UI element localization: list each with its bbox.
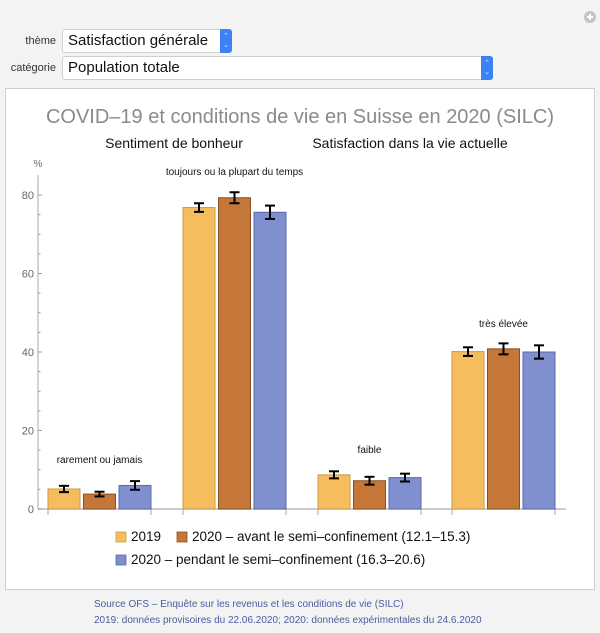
y-tick-label: 40 [22,347,34,359]
category-label: rarement ou jamais [57,455,143,466]
y-tick-label: 80 [22,190,34,202]
category-select[interactable]: Population totale ⌃ ⌄ [62,56,493,80]
bar [182,207,216,510]
bar [388,477,422,510]
stepper-arrows-icon[interactable]: ⌃ ⌄ [481,56,493,80]
bar [218,197,251,510]
y-tick-label: 20 [22,426,34,438]
bar [522,351,556,510]
plus-circle-icon[interactable] [584,11,596,23]
legend-swatch [115,554,127,566]
legend-label: 2020 – pendant le semi–confinement (16.3… [131,552,425,567]
chart-subtitle-left: Sentiment de bonheur [105,135,243,151]
y-axis-label: % [34,159,43,170]
category-select-value: Population totale [68,59,180,76]
bar [317,474,351,510]
bar [487,348,520,510]
category-label: très élevée [479,319,528,330]
chart-panel: COVID–19 et conditions de vie en Suisse … [5,88,595,590]
category-label: catégorie [10,62,56,74]
error-bar [329,470,339,480]
legend-swatch [176,531,188,543]
source-line: Source OFS – Enquête sur les revenus et … [94,599,404,610]
category-label: faible [358,445,382,456]
error-bar [265,204,275,220]
chart-title: COVID–19 et conditions de vie en Suisse … [46,106,554,128]
error-bar [130,480,140,491]
category-control: catégorie Population totale ⌃ ⌄ [0,56,493,80]
legend-label: 2020 – avant le semi–confinement (12.1–1… [192,529,470,544]
y-tick-label: 0 [28,504,34,516]
source-footer: Source OFS – Enquête sur les revenus et … [94,597,482,629]
theme-control: thème Satisfaction générale ⌃ ⌄ [0,29,232,53]
legend-swatch [115,531,127,543]
legend-label: 2019 [131,529,161,544]
error-bar [194,202,204,213]
error-bar [94,490,105,498]
error-bar [498,342,509,356]
data-date-line: 2019: données provisoires du 22.06.2020;… [94,615,482,626]
category-label: toujours ou la plupart du temps [166,167,303,178]
theme-select[interactable]: Satisfaction générale ⌃ ⌄ [62,29,232,53]
bar [451,351,485,510]
error-bar [364,475,375,486]
bar [253,211,287,510]
chart-subtitle-right: Satisfaction dans la vie actuelle [312,135,508,151]
theme-label: thème [25,35,56,47]
error-bar [463,346,473,357]
error-bar [229,191,240,205]
error-bar [59,484,69,494]
y-tick-label: 60 [22,269,34,281]
stepper-arrows-icon[interactable]: ⌃ ⌄ [220,29,232,53]
theme-select-value: Satisfaction générale [68,32,209,49]
chart-svg: COVID–19 et conditions de vie en Suisse … [22,106,566,567]
error-bar [534,344,544,360]
error-bar [400,472,410,483]
